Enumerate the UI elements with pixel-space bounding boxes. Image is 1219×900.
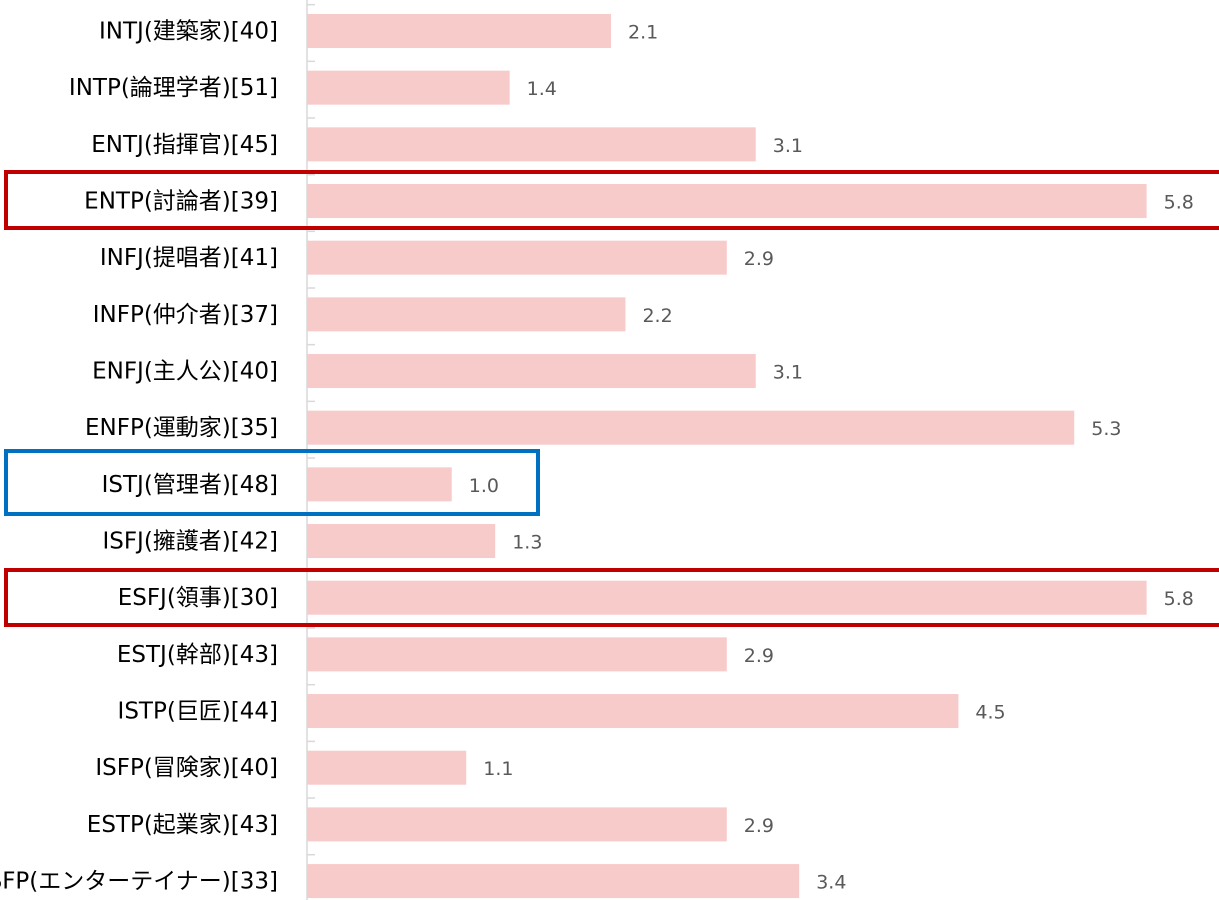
y-tick-label: ISFP(冒険家)[40] [95,755,278,781]
y-tick-label: ESFJ(領事)[30] [118,585,278,611]
y-tick-label: INFP(仲介者)[37] [93,302,278,328]
y-tick-label: ISTP(巨匠)[44] [118,699,278,725]
bar [307,184,1147,219]
bar [307,580,1147,615]
y-tick-label: ENTP(討論者)[39] [84,189,278,215]
bar [307,240,727,275]
value-label: 2.9 [744,815,774,837]
bar [307,467,452,502]
highlight-box [4,170,1219,230]
bar [307,70,510,105]
value-label: 5.8 [1164,588,1194,610]
bar [307,637,727,672]
y-tick-label: ISTJ(管理者)[48] [102,472,278,498]
bar [307,750,467,785]
y-tick-label: INTP(論理学者)[51] [69,75,278,101]
value-label: 4.5 [975,702,1005,724]
value-label: 2.2 [642,305,672,327]
y-tick-label: ESFP(エンターテイナー)[33] [0,869,278,895]
plot: INTJ(建築家)[40] 2.1 INTP(論理学者)[51] 1.4 ENTJ(指揮… [0,3,1194,899]
highlight-box [4,449,540,516]
bar [307,864,800,899]
value-label: 3.4 [816,872,846,894]
bar [307,524,496,559]
y-tick-label: ENFJ(主人公)[40] [92,359,278,385]
y-tick-label: ENTJ(指揮官)[45] [91,132,278,158]
value-label: 2.1 [628,22,658,44]
y-tick-label: ENFP(運動家)[35] [85,415,278,441]
value-label: 3.1 [773,135,803,157]
y-tick-label: INFJ(提唱者)[41] [100,245,278,271]
highlight-box [4,568,1219,627]
bar [307,14,611,48]
value-label: 2.9 [744,645,774,667]
bar [307,694,959,729]
value-label: 1.1 [483,758,513,780]
y-tick-label: ESTP(起業家)[43] [87,812,278,838]
value-label: 5.3 [1091,418,1121,440]
value-label: 1.4 [527,78,557,100]
bar [307,127,756,162]
value-label: 2.9 [744,248,774,270]
bar [307,807,727,842]
bar [307,297,626,332]
y-tick-label: INTJ(建築家)[40] [99,19,278,45]
y-tick-label: ISFJ(擁護者)[42] [102,529,278,555]
bar [307,354,756,389]
value-label: 3.1 [773,362,803,384]
y-tick-label: ESTJ(幹部)[43] [117,642,278,668]
value-label: 1.0 [469,475,499,497]
value-label: 1.3 [512,532,542,554]
value-label: 5.8 [1164,192,1194,214]
bar [307,410,1075,445]
